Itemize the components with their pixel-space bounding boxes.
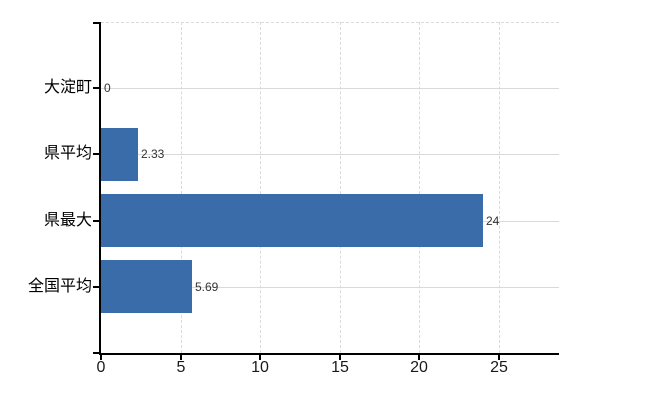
bar [101,260,192,313]
y-tick [93,352,99,354]
h-gridline [101,287,559,288]
x-tick [100,355,102,360]
x-tick-label: 25 [490,359,508,376]
y-tick [93,220,99,222]
v-gridline [340,22,341,353]
x-tick-label: 15 [331,359,349,376]
h-gridline [101,88,559,89]
value-label: 0 [104,81,111,95]
x-tick-label: 0 [96,359,106,376]
v-gridline [181,22,182,353]
h-gridline [101,154,559,155]
category-label: 県最大 [43,212,92,229]
x-tick [259,355,261,360]
bar [101,128,138,181]
plot-top-border [101,22,559,23]
y-tick [93,87,99,89]
x-tick [418,355,420,360]
value-label: 24 [486,214,500,228]
x-axis-line [99,353,559,355]
x-tick-label: 10 [251,359,269,376]
y-tick [93,153,99,155]
category-label: 全国平均 [27,278,92,295]
y-tick [93,286,99,288]
category-label: 県平均 [43,145,92,162]
x-tick [180,355,182,360]
value-label: 5.69 [195,280,219,294]
y-tick [93,22,99,24]
v-gridline [499,22,500,353]
x-tick [339,355,341,360]
x-tick [498,355,500,360]
x-tick-label: 20 [410,359,428,376]
bar [101,194,483,247]
v-gridline [419,22,420,353]
y-axis-line [99,22,101,355]
category-label: 大淀町 [43,79,92,96]
x-tick-label: 5 [176,359,186,376]
value-label: 2.33 [141,147,165,161]
v-gridline [260,22,261,353]
